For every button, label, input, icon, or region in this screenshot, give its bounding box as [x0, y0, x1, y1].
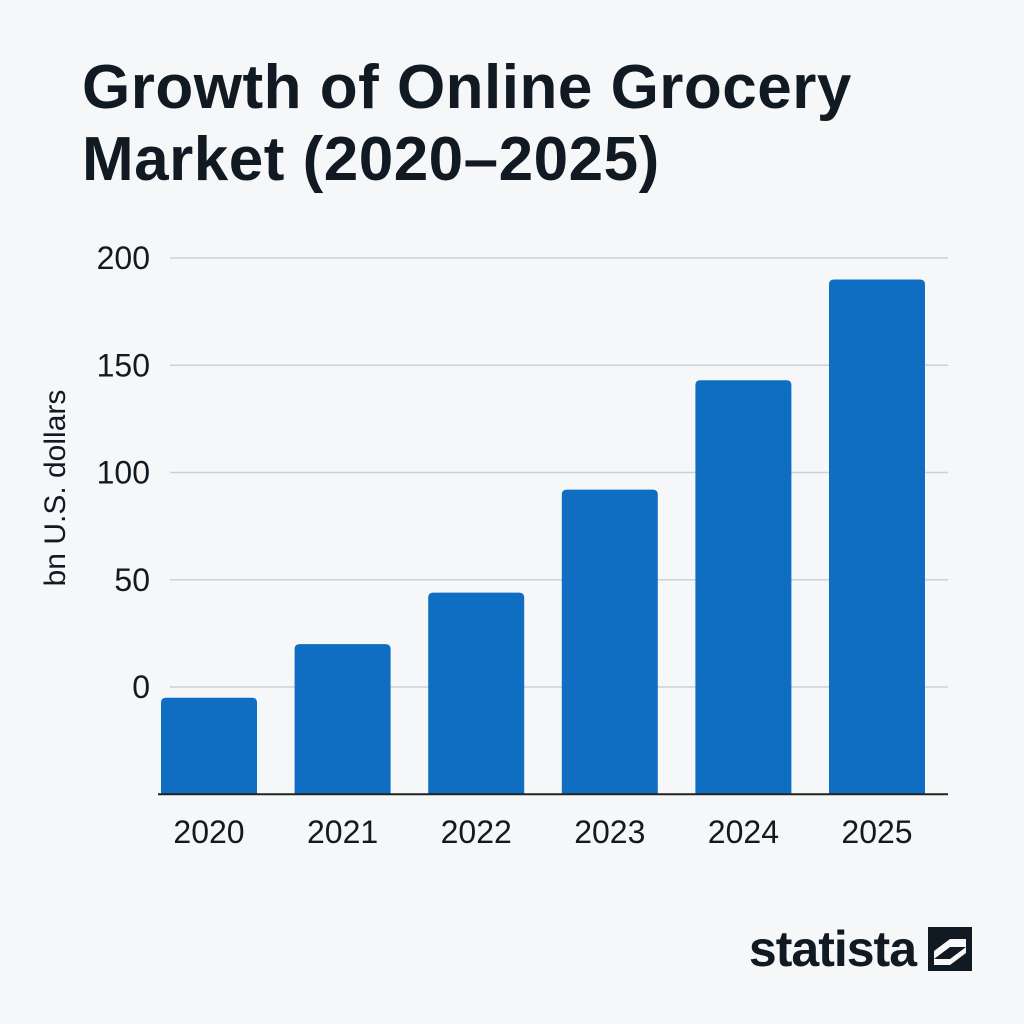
y-tick-label: 50	[114, 562, 150, 598]
bar-2020	[161, 697, 257, 795]
bar-2021	[294, 644, 391, 795]
y-tick-label: 200	[97, 240, 150, 276]
statista-logo-icon	[928, 927, 972, 971]
y-tick-label: 0	[132, 669, 150, 705]
chart-title-line-2: Market (2020–2025)	[82, 125, 660, 194]
x-tick-label: 2020	[173, 814, 244, 850]
bars	[161, 279, 925, 795]
bar-2022	[428, 592, 525, 795]
chart-title: Growth of Online Grocery Market (2020–20…	[82, 52, 852, 196]
bar-2023	[561, 489, 658, 795]
x-tick-label: 2025	[841, 814, 912, 850]
bar-2025	[829, 279, 925, 795]
statista-branding[interactable]: statista	[749, 920, 972, 978]
bar-2024	[695, 380, 792, 795]
y-tick-labels: 200 150 100 50 0	[97, 240, 150, 705]
x-tick-labels: 2020 2021 2022 2023 2024 2025	[173, 814, 912, 850]
x-tick-label: 2021	[307, 814, 378, 850]
x-tick-label: 2023	[574, 814, 645, 850]
y-tick-label: 100	[97, 455, 150, 491]
y-tick-label: 150	[97, 347, 150, 383]
statista-logo-text: statista	[748, 921, 917, 977]
x-tick-label: 2024	[708, 814, 779, 850]
x-tick-label: 2022	[441, 814, 512, 850]
chart-title-line-1: Growth of Online Grocery	[82, 53, 852, 122]
